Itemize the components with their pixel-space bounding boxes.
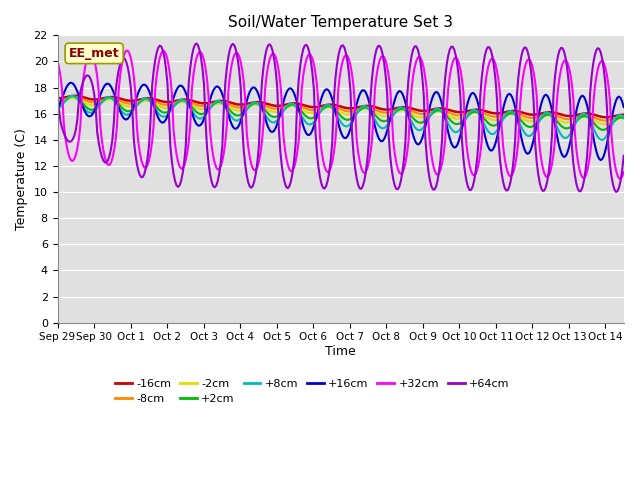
+16cm (127, 111, 134, 117)
-16cm (70, 93, 78, 99)
+16cm (620, 104, 628, 110)
+2cm (148, 99, 156, 105)
Line: -16cm: -16cm (58, 96, 624, 117)
+64cm (612, 189, 620, 195)
-8cm (127, 101, 134, 107)
+64cm (193, 41, 200, 47)
-16cm (246, 100, 253, 106)
-16cm (148, 96, 156, 102)
+2cm (611, 118, 618, 124)
X-axis label: Time: Time (325, 345, 356, 358)
-2cm (620, 116, 628, 121)
+32cm (127, 55, 134, 61)
+8cm (54, 107, 61, 112)
+64cm (54, 101, 61, 107)
+8cm (598, 137, 606, 143)
Text: EE_met: EE_met (69, 47, 120, 60)
+64cm (344, 59, 351, 65)
+2cm (598, 127, 606, 132)
Line: -8cm: -8cm (58, 97, 624, 120)
+64cm (125, 72, 133, 78)
+16cm (54, 106, 61, 112)
+16cm (611, 102, 618, 108)
Y-axis label: Temperature (C): Temperature (C) (15, 128, 28, 230)
+16cm (246, 89, 253, 95)
Line: +8cm: +8cm (58, 96, 624, 140)
+2cm (470, 109, 478, 115)
-8cm (148, 97, 156, 103)
+64cm (246, 184, 253, 190)
-8cm (611, 115, 618, 121)
-8cm (620, 114, 628, 120)
-8cm (470, 108, 478, 114)
-2cm (344, 112, 351, 118)
-2cm (54, 101, 61, 107)
+64cm (620, 153, 628, 158)
Line: +16cm: +16cm (58, 83, 624, 160)
+8cm (67, 93, 75, 99)
+16cm (470, 91, 478, 96)
-8cm (54, 98, 61, 104)
+32cm (344, 53, 351, 59)
+16cm (67, 80, 75, 85)
+32cm (246, 155, 253, 160)
-8cm (602, 118, 609, 123)
+8cm (246, 102, 253, 108)
+2cm (344, 117, 351, 123)
+2cm (620, 115, 628, 121)
-16cm (620, 112, 628, 118)
+16cm (148, 97, 156, 103)
+32cm (609, 149, 617, 155)
+16cm (344, 133, 351, 139)
+8cm (148, 101, 156, 107)
+32cm (620, 169, 628, 175)
+32cm (470, 173, 478, 179)
-2cm (148, 99, 156, 105)
+8cm (620, 115, 628, 120)
+32cm (54, 58, 61, 64)
-2cm (600, 121, 608, 127)
+32cm (148, 139, 156, 144)
+8cm (611, 117, 618, 123)
-2cm (611, 117, 618, 123)
Legend: -16cm, -8cm, -2cm, +2cm, +8cm, +16cm, +32cm, +64cm: -16cm, -8cm, -2cm, +2cm, +8cm, +16cm, +3… (111, 374, 514, 408)
Line: +2cm: +2cm (58, 96, 624, 130)
Line: +64cm: +64cm (58, 44, 624, 192)
+64cm (147, 116, 154, 121)
+64cm (470, 178, 478, 184)
Line: -2cm: -2cm (58, 98, 624, 124)
-16cm (127, 98, 134, 104)
+64cm (609, 182, 617, 188)
+32cm (124, 48, 132, 53)
-8cm (246, 102, 253, 108)
+16cm (597, 157, 605, 163)
-16cm (611, 113, 618, 119)
-16cm (54, 96, 61, 101)
+8cm (127, 110, 134, 116)
+2cm (127, 108, 134, 113)
-2cm (470, 110, 478, 116)
-2cm (246, 104, 253, 109)
-8cm (70, 94, 78, 100)
+2cm (246, 103, 253, 109)
-2cm (127, 104, 134, 109)
Line: +32cm: +32cm (58, 50, 624, 179)
-16cm (603, 114, 611, 120)
-8cm (344, 108, 351, 114)
-16cm (470, 107, 478, 113)
+8cm (470, 107, 478, 113)
-2cm (70, 95, 78, 101)
+8cm (344, 123, 351, 129)
Title: Soil/Water Temperature Set 3: Soil/Water Temperature Set 3 (228, 15, 453, 30)
+2cm (54, 105, 61, 111)
+2cm (69, 93, 77, 99)
-16cm (344, 105, 351, 111)
+32cm (617, 176, 625, 181)
